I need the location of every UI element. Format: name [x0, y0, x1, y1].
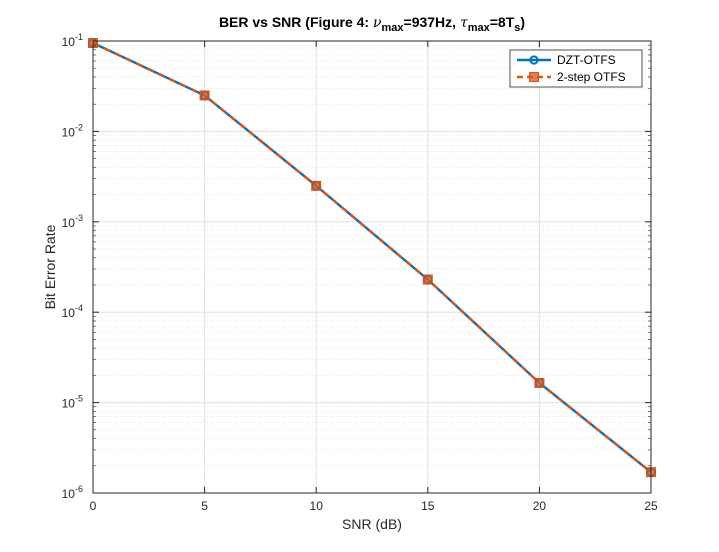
title-prefix: BER vs SNR (Figure 4:: [219, 14, 373, 30]
tau-symbol: τ: [460, 15, 468, 31]
data-point-2-step-otfs: [311, 180, 322, 191]
series-layer: [88, 38, 656, 478]
x-axis-label: SNR (dB): [342, 516, 402, 532]
legend-label-dzt-otfs: DZT-OTFS: [557, 53, 616, 67]
x-tick-label: 25: [644, 499, 658, 513]
plot-background: [93, 41, 651, 493]
x-tick-label: 5: [201, 499, 208, 513]
tau-subscript: max: [468, 22, 491, 34]
title-suffix: ): [520, 14, 525, 30]
y-axis-label: Bit Error Rate: [42, 224, 58, 309]
legend-label-2-step-otfs: 2-step OTFS: [557, 70, 626, 84]
tau-value-subscript: s: [514, 22, 520, 34]
series-line-2-step-otfs: [92, 41, 652, 474]
x-tick-label: 10: [310, 499, 324, 513]
ticks: 10-1 10-2 10-3 10-4 10-5 10-6 0 5 10 15 20 25: [62, 32, 658, 513]
legend-marker-2-step-otfs: [529, 72, 539, 82]
data-point-2-step-otfs: [422, 274, 433, 285]
x-tick-label: 15: [421, 499, 435, 513]
y-tick-label: 10-2: [62, 122, 83, 139]
tau-value: =8T: [490, 14, 515, 30]
data-point-2-step-otfs: [534, 377, 545, 388]
y-tick-label: 10-3: [62, 213, 83, 230]
legend: DZT-OTFS 2-step OTFS: [509, 49, 643, 88]
y-tick-label: 10-5: [62, 394, 83, 411]
y-tick-label: 10-4: [62, 303, 83, 320]
nu-subscript: max: [381, 22, 404, 34]
y-tick-label: 10-1: [62, 32, 83, 49]
chart-title: BER vs SNR (Figure 4: νmax=937Hz, τmax=8…: [219, 14, 525, 34]
legend-marker-dzt-otfs: [529, 55, 539, 65]
y-tick-label: 10-6: [62, 484, 83, 501]
data-point-2-step-otfs: [199, 90, 210, 101]
nu-value: =937Hz,: [404, 14, 460, 30]
plot-frame: [92, 40, 652, 494]
x-tick-label: 0: [90, 499, 97, 513]
nu-symbol: ν: [373, 15, 382, 31]
x-tick-label: 20: [533, 499, 547, 513]
